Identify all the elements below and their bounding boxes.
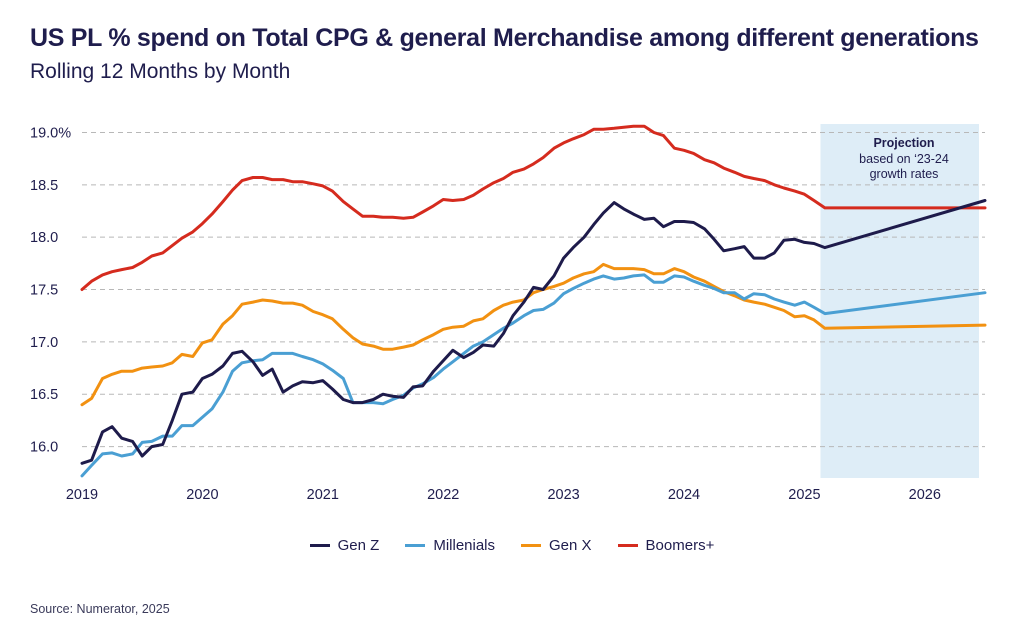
y-tick-label: 16.5 bbox=[30, 387, 58, 403]
source-note: Source: Numerator, 2025 bbox=[30, 602, 170, 616]
x-tick-label: 2023 bbox=[547, 487, 579, 503]
chart-subtitle: Rolling 12 Months by Month bbox=[30, 60, 291, 83]
y-tick-label: 17.0 bbox=[30, 335, 58, 351]
legend-item-gen-x[interactable]: Gen X bbox=[521, 537, 592, 554]
projection-note-line1: based on ‘23-24 bbox=[859, 152, 949, 166]
chart-legend: Gen Z Millenials Gen X Boomers+ bbox=[0, 537, 1024, 554]
projection-band bbox=[820, 124, 979, 478]
y-tick-label: 17.5 bbox=[30, 283, 58, 299]
x-tick-label: 2022 bbox=[427, 487, 459, 503]
y-tick-label: 19.0% bbox=[30, 125, 71, 141]
x-tick-label: 2019 bbox=[66, 487, 98, 503]
x-tick-label: 2024 bbox=[668, 487, 700, 503]
legend-swatch-boomers bbox=[617, 544, 638, 547]
series-line-gen-z bbox=[80, 199, 987, 465]
projection-note-line2: growth rates bbox=[869, 167, 939, 181]
x-tick-label: 2026 bbox=[909, 487, 941, 503]
series-line-millenials bbox=[80, 273, 987, 478]
x-tick-label: 2020 bbox=[186, 487, 218, 503]
x-tick-label: 2021 bbox=[307, 487, 339, 503]
legend-item-millenials[interactable]: Millenials bbox=[405, 537, 495, 554]
legend-label-millenials: Millenials bbox=[433, 537, 496, 554]
legend-label-gen-z: Gen Z bbox=[337, 537, 380, 554]
legend-label-gen-x: Gen X bbox=[549, 537, 592, 554]
legend-swatch-gen-x bbox=[521, 544, 542, 547]
legend-swatch-gen-z bbox=[309, 544, 330, 547]
legend-label-boomers: Boomers+ bbox=[645, 537, 715, 554]
series-line-gen-x bbox=[80, 262, 987, 407]
projection-note: based on ‘23-24 growth rates bbox=[826, 152, 982, 182]
projection-title: Projection bbox=[873, 136, 935, 150]
y-tick-label: 18.5 bbox=[30, 178, 58, 194]
series-line-boomers bbox=[80, 124, 987, 291]
legend-item-gen-z[interactable]: Gen Z bbox=[309, 537, 380, 554]
y-tick-label: 18.0 bbox=[30, 230, 58, 246]
x-tick-label: 2025 bbox=[788, 487, 820, 503]
legend-item-boomers[interactable]: Boomers+ bbox=[617, 537, 715, 554]
y-tick-label: 16.0 bbox=[30, 440, 58, 456]
chart-title: US PL % spend on Total CPG & general Mer… bbox=[30, 24, 979, 52]
legend-swatch-millenials bbox=[405, 544, 426, 547]
